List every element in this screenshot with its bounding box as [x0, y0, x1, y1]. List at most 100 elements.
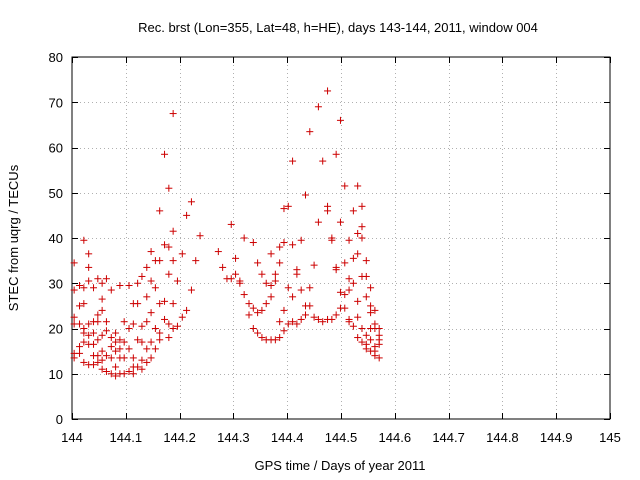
data-point [254, 309, 262, 317]
data-point [187, 286, 195, 294]
y-tick-label: 10 [49, 367, 63, 382]
data-point [70, 313, 78, 321]
data-point [134, 300, 142, 308]
data-point [90, 340, 98, 348]
data-point [165, 270, 173, 278]
data-point [165, 320, 173, 328]
data-point [116, 345, 124, 353]
data-point [362, 272, 370, 280]
data-point [232, 254, 240, 262]
data-point [284, 284, 292, 292]
data-point [156, 300, 164, 308]
data-point [112, 372, 120, 380]
data-point [371, 352, 379, 360]
data-point [129, 354, 137, 362]
data-point [341, 304, 349, 312]
data-point [80, 284, 88, 292]
data-point [267, 250, 275, 258]
data-point [324, 207, 332, 215]
x-tick-labels: 144 144.1 144.2 144.3 144.4 144.5 144.6 144.7 14… [61, 430, 621, 445]
data-point [336, 218, 344, 226]
data-point [76, 302, 84, 310]
data-point [76, 343, 84, 351]
data-point [161, 315, 169, 323]
data-point [169, 227, 177, 235]
data-point [112, 329, 120, 337]
data-point [161, 297, 169, 305]
data-point [280, 306, 288, 314]
data-point [276, 243, 284, 251]
data-point [262, 300, 270, 308]
data-point [80, 329, 88, 337]
data-point [258, 306, 266, 314]
y-tick-label: 70 [49, 95, 63, 110]
data-point [112, 347, 120, 355]
data-point [371, 306, 379, 314]
data-point [227, 275, 235, 283]
data-point [354, 250, 362, 258]
data-point [310, 313, 318, 321]
y-tick-label: 50 [49, 186, 63, 201]
data-point [143, 358, 151, 366]
data-point [362, 331, 370, 339]
data-point [102, 275, 110, 283]
data-point [240, 234, 248, 242]
data-point [236, 279, 244, 287]
data-point [178, 313, 186, 321]
data-point [187, 198, 195, 206]
data-point [375, 354, 383, 362]
axis-ticks [72, 57, 611, 420]
data-point [70, 354, 78, 362]
data-point [314, 103, 322, 111]
data-point [147, 338, 155, 346]
data-point [345, 236, 353, 244]
data-point [297, 236, 305, 244]
data-point [328, 315, 336, 323]
data-point [362, 257, 370, 265]
data-point [345, 275, 353, 283]
data-point [80, 358, 88, 366]
data-point [90, 361, 98, 369]
data-point [297, 315, 305, 323]
data-point [80, 338, 88, 346]
data-point [94, 336, 102, 344]
data-point [319, 157, 327, 165]
data-point [362, 345, 370, 353]
data-point [107, 370, 115, 378]
data-point [341, 259, 349, 267]
grid-lines [72, 57, 610, 419]
data-point [156, 257, 164, 265]
data-point [98, 306, 106, 314]
data-point [169, 300, 177, 308]
data-point [98, 356, 106, 364]
data-point [289, 157, 297, 165]
data-point [94, 318, 102, 326]
data-point [219, 263, 227, 271]
data-point [102, 327, 110, 335]
data-point [349, 279, 357, 287]
data-point [112, 338, 120, 346]
data-point [349, 322, 357, 330]
data-point [102, 352, 110, 360]
data-point [94, 352, 102, 360]
data-point [156, 207, 164, 215]
data-point [143, 293, 151, 301]
data-point [354, 229, 362, 237]
data-point [289, 241, 297, 249]
data-point [367, 284, 375, 292]
data-point [98, 331, 106, 339]
data-point [116, 336, 124, 344]
data-point [245, 311, 253, 319]
data-points [70, 87, 383, 380]
data-point [358, 223, 366, 231]
data-point [375, 340, 383, 348]
data-point [151, 284, 159, 292]
data-point [134, 363, 142, 371]
data-point [267, 293, 275, 301]
data-point [276, 318, 284, 326]
data-point [102, 318, 110, 326]
data-point [341, 182, 349, 190]
y-tick-label: 80 [49, 50, 63, 65]
data-point [169, 325, 177, 332]
